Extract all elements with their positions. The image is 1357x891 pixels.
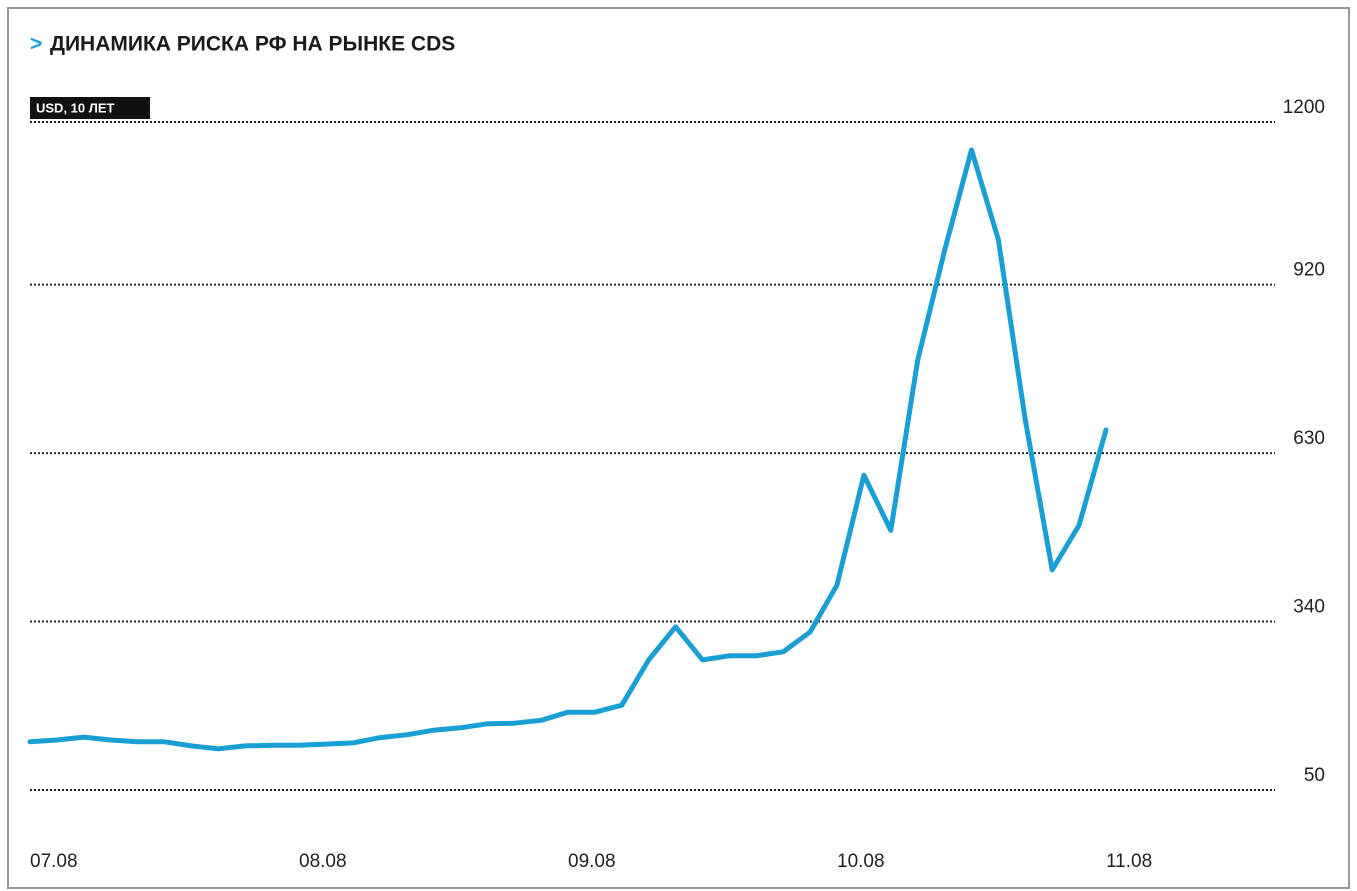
grid [30,121,1275,791]
y-tick-label: 630 [1293,428,1325,449]
x-tick-label: 11.08 [1106,851,1152,872]
title-marker: > [30,33,42,56]
x-tick-label: 09.08 [568,851,616,872]
subtitle: USD, 10 ЛЕТ [36,100,115,115]
y-tick-label: 920 [1293,260,1325,281]
x-tick-label: 07.08 [30,851,78,872]
y-tick-label: 1200 [1283,97,1325,118]
y-tick-label: 50 [1304,765,1325,786]
x-tick-label: 08.08 [299,851,347,872]
series-line [27,147,1109,752]
x-tick-label: 10.08 [837,851,885,872]
frame [7,7,1350,889]
subtitle-badge [30,97,150,119]
chart-title: ДИНАМИКА РИСКА РФ НА РЫНКЕ CDS [50,33,455,56]
y-tick-label: 340 [1293,597,1325,618]
